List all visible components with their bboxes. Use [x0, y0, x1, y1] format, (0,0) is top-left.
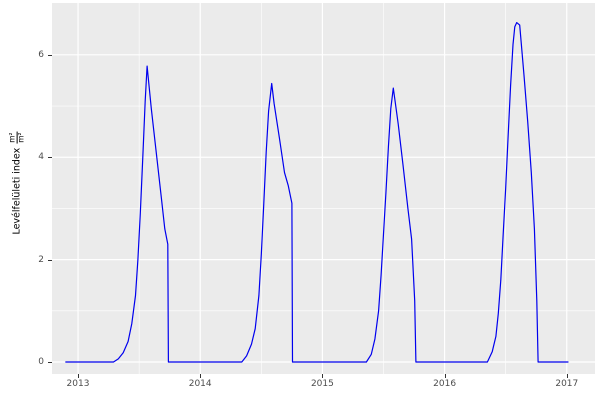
y-axis-title: Levélfelületi index m² m²: [7, 131, 26, 235]
x-tick-label: 2016: [433, 379, 457, 389]
x-tick-mark: [78, 374, 79, 378]
x-tick-mark: [444, 374, 446, 378]
plot-panel: [52, 3, 595, 374]
y-tick-label: 2: [38, 254, 44, 265]
x-tick-mark: [566, 374, 568, 378]
lai-series-line: [65, 22, 569, 363]
fraction-denominator: m²: [16, 131, 26, 144]
panel-background: [52, 3, 595, 374]
x-tick-mark: [322, 374, 324, 378]
y-axis-title-text: Levélfelületi index: [11, 147, 23, 235]
x-tick-label: 2017: [555, 379, 579, 389]
y-axis-unit-fraction: m² m²: [7, 131, 26, 144]
y-tick-mark: [48, 259, 52, 261]
fraction-numerator: m²: [7, 132, 17, 143]
plot-area: [52, 3, 595, 374]
y-tick-label: 4: [38, 152, 44, 163]
y-tick-mark: [48, 157, 52, 159]
y-tick-mark: [48, 54, 52, 56]
x-tick-mark: [200, 374, 202, 378]
x-tick-label: 2013: [66, 379, 90, 389]
y-tick-mark: [48, 362, 52, 363]
y-tick-label: 0: [38, 357, 44, 367]
x-tick-label: 2014: [188, 379, 212, 389]
x-tick-label: 2015: [310, 379, 334, 389]
y-tick-label: 6: [38, 49, 44, 60]
